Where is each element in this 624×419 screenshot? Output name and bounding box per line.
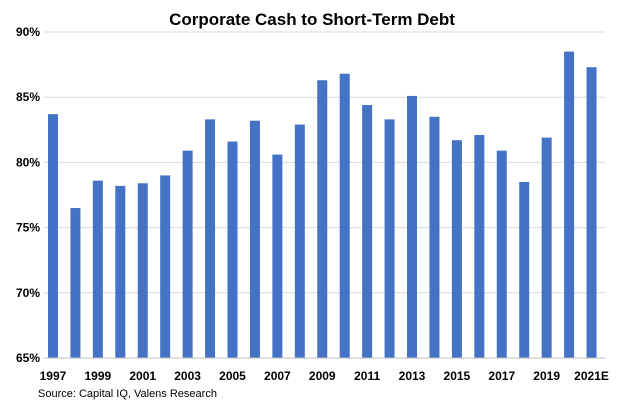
bar-2010	[339, 73, 350, 358]
x-tick-label: 2001	[129, 369, 156, 383]
x-tick-label: 2021E	[574, 369, 609, 383]
bar-2019	[541, 137, 552, 358]
x-tick-label: 2015	[444, 369, 471, 383]
source-note: Source: Capital IQ, Valens Research	[38, 388, 217, 400]
y-tick-label: 85%	[16, 90, 40, 104]
y-tick-label: 80%	[16, 155, 40, 169]
x-tick-label: 1999	[85, 369, 112, 383]
bar-2003	[182, 150, 193, 358]
bar-2007	[272, 154, 283, 358]
x-tick-label: 2007	[264, 369, 291, 383]
x-tick-label: 2011	[354, 369, 380, 383]
chart-title: Corporate Cash to Short-Term Debt	[169, 10, 455, 29]
bar-2009	[317, 80, 328, 359]
bar-2002	[160, 175, 171, 358]
x-tick-label: 2005	[219, 369, 246, 383]
bar-2000	[115, 185, 126, 358]
x-tick-label: 2009	[309, 369, 336, 383]
x-tick-label: 2017	[488, 369, 515, 383]
bar-1999	[92, 180, 103, 358]
y-tick-label: 70%	[16, 286, 40, 300]
y-tick-label: 75%	[16, 221, 40, 235]
x-tick-label: 1997	[40, 369, 67, 383]
x-tick-label: 2003	[174, 369, 201, 383]
bar-2005	[227, 141, 238, 358]
bar-2020	[564, 51, 575, 359]
bar-2012	[384, 119, 395, 358]
x-tick-label: 2013	[399, 369, 426, 383]
bar-2004	[205, 119, 216, 358]
bars	[47, 51, 597, 359]
x-tick-label: 2019	[533, 369, 560, 383]
x-tick-labels: 1997 1999 2001 2003 2005 2007 2009 2011 2013 2015…	[40, 369, 609, 383]
bar-2015	[451, 140, 462, 358]
bar-2016	[474, 135, 485, 358]
bar-1998	[70, 208, 81, 358]
y-tick-label: 90%	[16, 25, 40, 39]
y-tick-label: 65%	[16, 351, 40, 365]
bar-1997	[47, 114, 58, 358]
bar-2011	[362, 105, 373, 358]
y-tick-labels: 65% 70% 75% 80% 85% 90%	[16, 25, 40, 365]
bar-2008	[294, 124, 305, 358]
bar-2014	[429, 116, 440, 358]
bar-2017	[496, 150, 507, 358]
bar-2021E	[586, 67, 597, 358]
bar-2006	[249, 120, 260, 358]
bar-2018	[519, 181, 530, 358]
bar-2001	[137, 183, 148, 358]
bar-2013	[407, 95, 418, 359]
